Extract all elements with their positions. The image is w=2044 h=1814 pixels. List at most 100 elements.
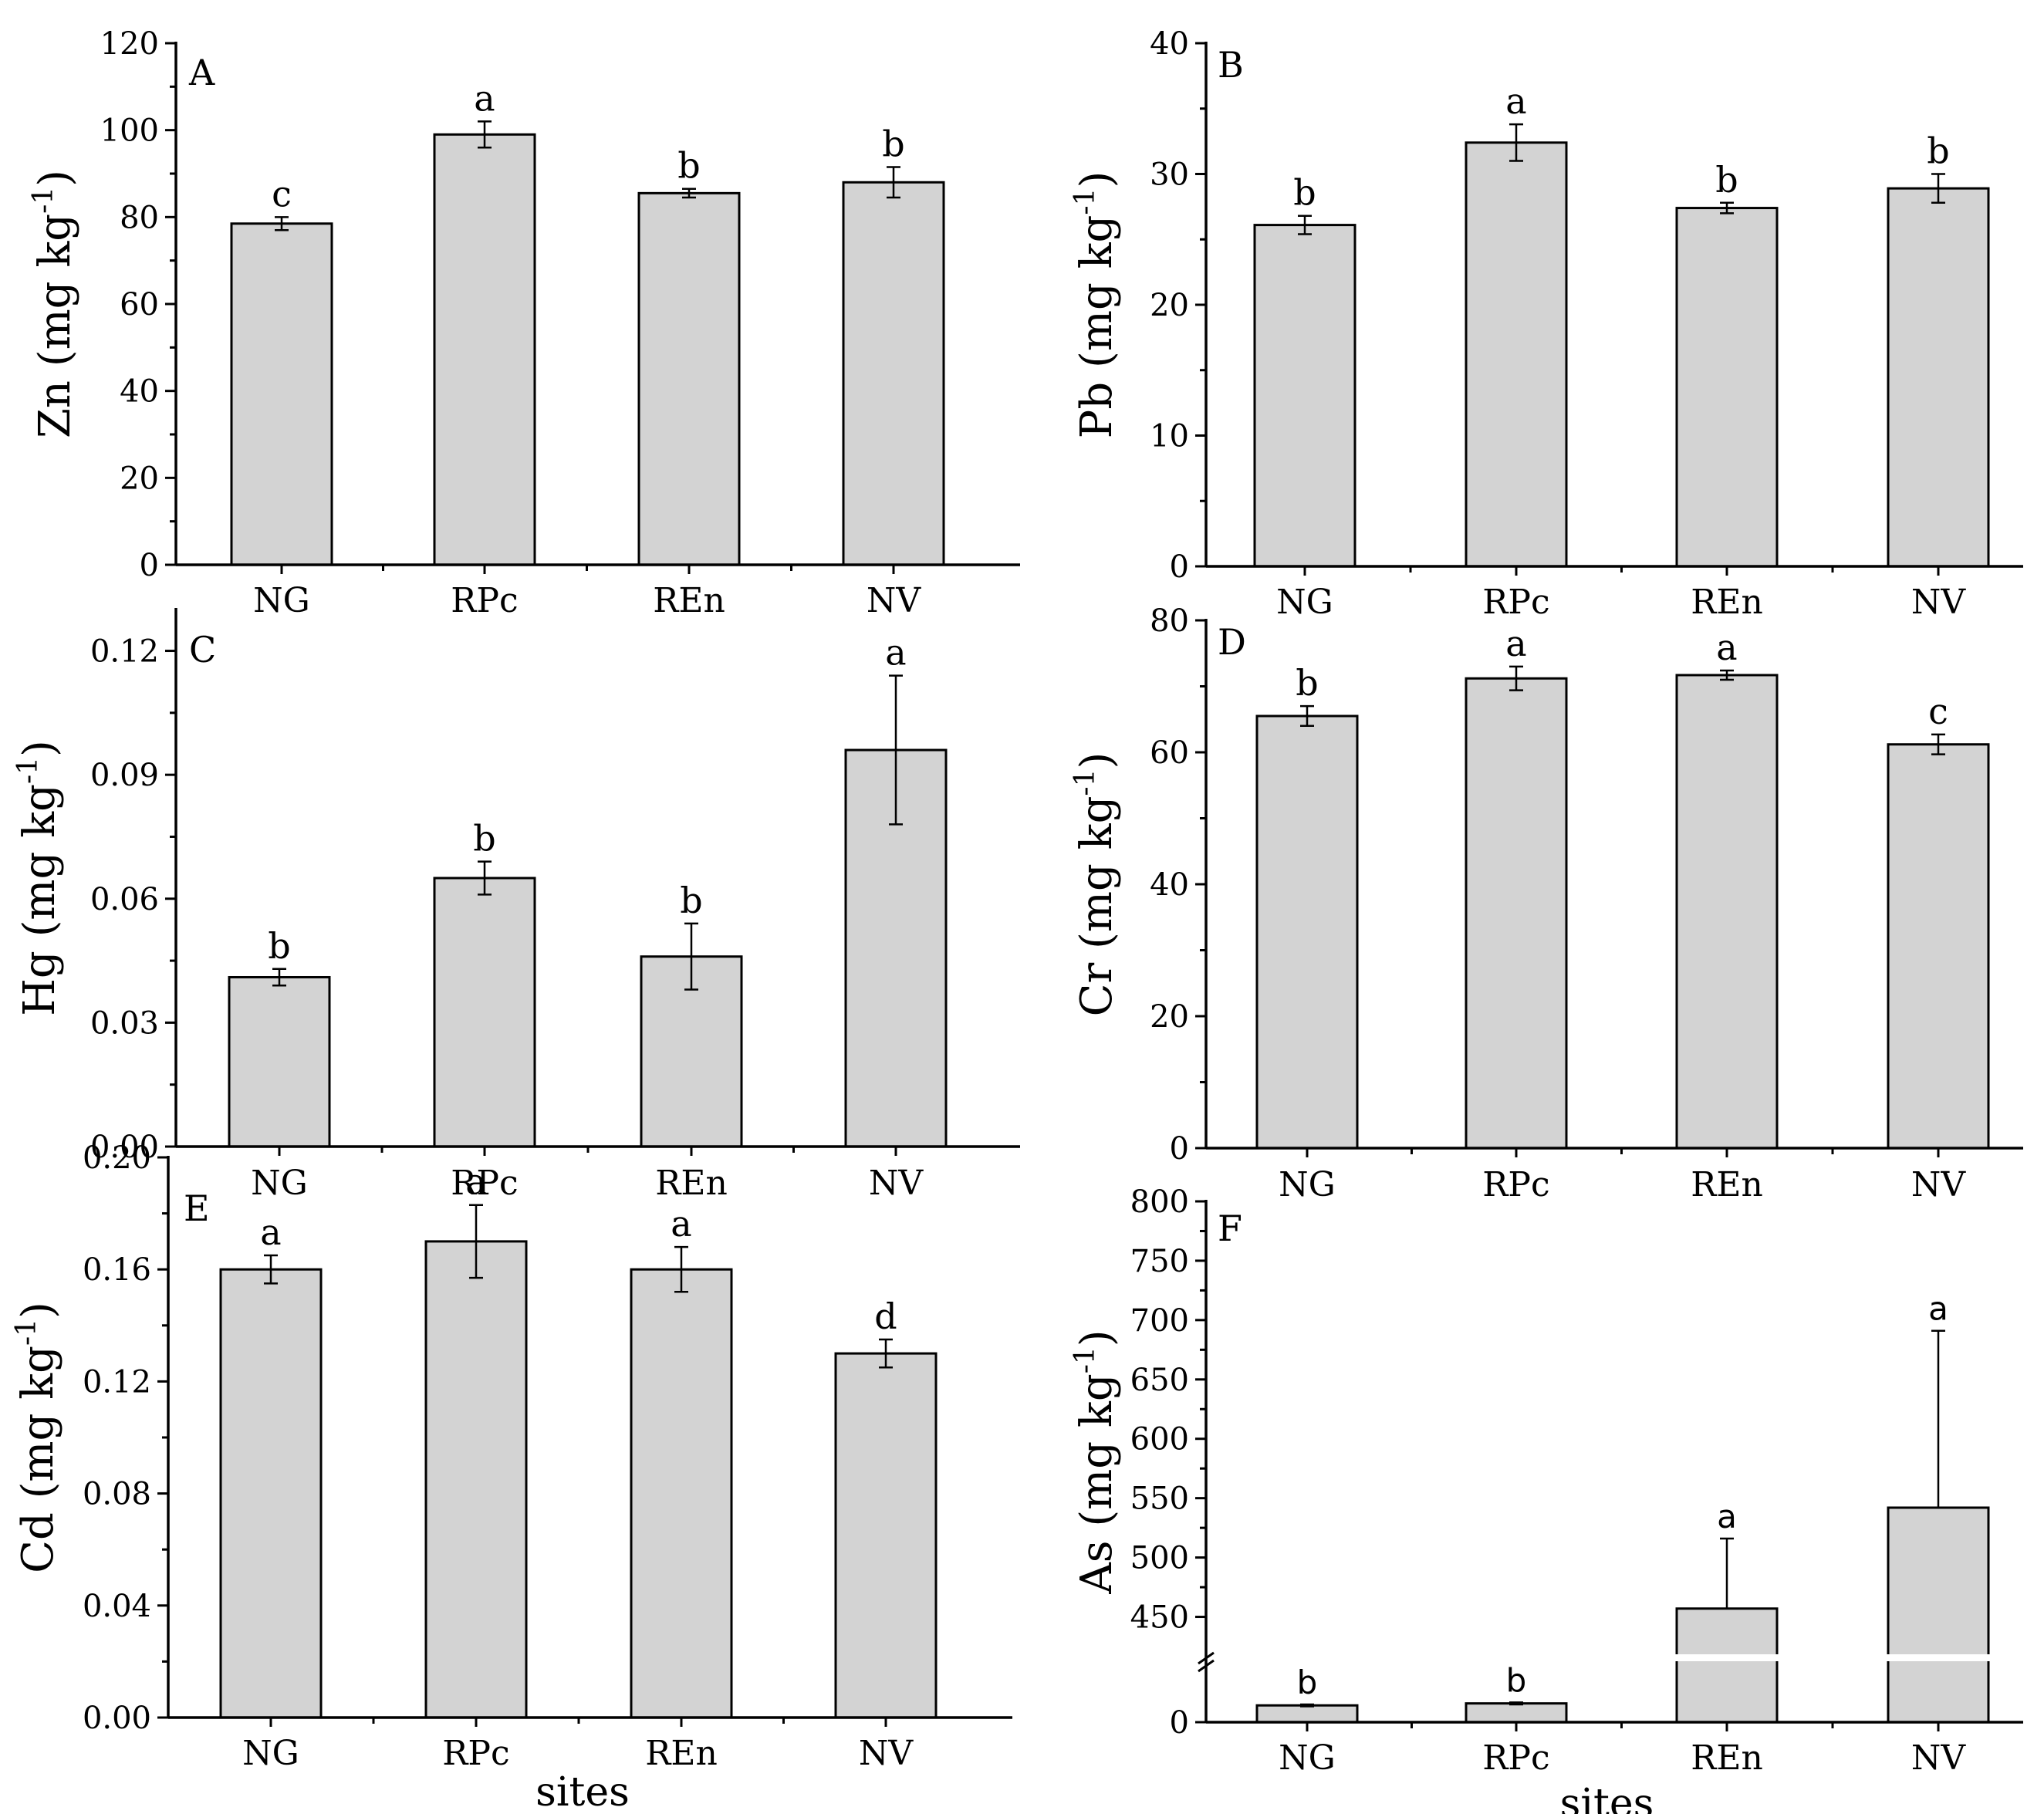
y-axis-label: Cr (mg kg-1) xyxy=(1069,752,1122,1017)
y-tick-label: 0.12 xyxy=(90,634,159,670)
y-tick-label: 80 xyxy=(1150,603,1189,639)
x-tick-label: RPc xyxy=(1482,1165,1549,1204)
significance-label: b xyxy=(473,818,495,860)
y-axis-label-close: ) xyxy=(30,170,80,187)
panel-f: b b a a 0 450 500 550 600 650 700 750 800 NG RPc REn NV F… xyxy=(1069,1184,2023,1814)
bar-rpc xyxy=(433,877,536,1148)
bar-nv xyxy=(1887,743,1990,1150)
bar-ng xyxy=(219,1268,323,1719)
bar-nv xyxy=(1887,1506,1990,1724)
bar-ng xyxy=(230,222,333,566)
bar-ren xyxy=(637,191,741,566)
y-axis-label-sup: -1 xyxy=(1069,769,1101,796)
bar-rpc xyxy=(1465,677,1568,1150)
significance-label: a xyxy=(1717,1498,1737,1535)
y-axis-label-main: Cr (mg kg xyxy=(1072,796,1122,1017)
significance-label: b xyxy=(680,880,702,921)
significance-label: d xyxy=(874,1295,897,1337)
y-axis-label-main: As (mg kg xyxy=(1072,1373,1122,1594)
significance-label: b xyxy=(882,123,904,165)
y-tick-label: 0.00 xyxy=(90,1130,159,1165)
y-tick-label: 0.00 xyxy=(83,1701,151,1736)
x-tick-label: RPc xyxy=(442,1734,509,1773)
y-axis-label-close: ) xyxy=(13,1302,63,1319)
y-tick-label: 20 xyxy=(1150,999,1189,1035)
panel-letter: F xyxy=(1218,1208,1242,1249)
x-tick-label: NG xyxy=(1279,1738,1336,1778)
y-tick-label: 0.03 xyxy=(90,1005,159,1041)
x-tick-label: RPc xyxy=(451,1164,518,1203)
y-axis-label-sup: -1 xyxy=(12,757,44,784)
significance-label: b xyxy=(1297,1664,1318,1701)
y-axis-label-main: Zn (mg kg xyxy=(30,214,80,438)
y-tick-label: 0.09 xyxy=(90,758,159,793)
x-tick-label: REn xyxy=(645,1734,718,1773)
y-tick-label: 10 xyxy=(1150,419,1189,454)
x-tick-label: REn xyxy=(655,1164,728,1203)
y-axis-label-sup: -1 xyxy=(1069,188,1101,215)
significance-label: b xyxy=(677,145,700,187)
y-tick-label: 120 xyxy=(100,26,159,62)
y-tick-label: 20 xyxy=(120,461,159,496)
bar-ng xyxy=(1255,714,1359,1150)
y-tick-label: 0.12 xyxy=(83,1364,151,1400)
y-axis-label: Zn (mg kg-1) xyxy=(28,170,80,438)
panel-letter: C xyxy=(189,629,216,671)
y-tick-label: 800 xyxy=(1130,1184,1189,1220)
significance-label: a xyxy=(1716,627,1737,668)
bar-ren xyxy=(630,1268,733,1719)
y-axis-label-sup: -1 xyxy=(11,1319,42,1346)
y-tick-label: 600 xyxy=(1130,1422,1189,1458)
y-tick-label: 20 xyxy=(1150,288,1189,323)
y-axis-label-close: ) xyxy=(15,740,65,757)
bar-rpc xyxy=(1465,141,1568,568)
y-tick-label: 0.20 xyxy=(83,1140,151,1176)
y-axis-label-sup: -1 xyxy=(28,187,59,214)
y-tick-label: 0 xyxy=(1170,549,1189,585)
x-tick-label: NG xyxy=(242,1734,299,1773)
y-tick-label: 0 xyxy=(1170,1705,1189,1741)
x-axis-label: sites xyxy=(1560,1781,1654,1814)
bar-rpc xyxy=(433,133,536,566)
y-tick-label: 40 xyxy=(1150,26,1189,62)
panel-letter: B xyxy=(1218,44,1244,86)
significance-label: a xyxy=(671,1203,691,1245)
y-tick-label: 0 xyxy=(140,548,159,583)
y-axis-label-close: ) xyxy=(1072,1329,1122,1346)
bar-ren xyxy=(1675,207,1779,568)
y-tick-label: 700 xyxy=(1130,1303,1189,1339)
y-tick-label: 650 xyxy=(1130,1363,1189,1398)
x-tick-label: RPc xyxy=(451,581,518,620)
x-tick-label: REn xyxy=(1691,583,1763,622)
significance-label: b xyxy=(268,925,290,967)
panel-a: c a b b 0 20 40 60 80 100 120 NG RPc REn NV A Zn (mg kg-… xyxy=(28,26,1020,620)
bar-ng xyxy=(1253,224,1356,568)
x-tick-label: RPc xyxy=(1482,1738,1549,1778)
y-axis-label: As (mg kg-1) xyxy=(1069,1329,1122,1594)
x-tick-label: REn xyxy=(653,581,725,620)
bar-rpc xyxy=(1465,1702,1568,1724)
significance-label: c xyxy=(1928,691,1948,732)
y-tick-label: 500 xyxy=(1130,1541,1189,1576)
significance-label: a xyxy=(1928,1290,1948,1328)
bar-rpc xyxy=(424,1240,528,1719)
significance-label: b xyxy=(1506,1661,1527,1699)
x-tick-label: NV xyxy=(869,1164,924,1203)
y-tick-label: 80 xyxy=(120,200,159,235)
y-tick-label: 60 xyxy=(1150,735,1189,771)
bar-nv xyxy=(1887,187,1990,568)
significance-label: a xyxy=(885,632,906,674)
panel-d: b a a c 0 20 40 60 80 NG RPc REn NV D Cr (mg kg-1) xyxy=(1069,603,2023,1204)
x-tick-label: NV xyxy=(1911,1165,1967,1204)
y-tick-label: 0.08 xyxy=(83,1477,151,1512)
x-tick-label: RPc xyxy=(1482,583,1549,622)
x-tick-label: NV xyxy=(1911,1738,1967,1778)
panel-letter: A xyxy=(188,52,215,93)
significance-label: a xyxy=(1505,80,1526,122)
x-tick-label: NG xyxy=(251,1164,308,1203)
x-tick-label: NG xyxy=(253,581,310,620)
y-tick-label: 0.16 xyxy=(83,1252,151,1288)
significance-label: a xyxy=(474,77,495,119)
bar-nv xyxy=(842,181,945,566)
